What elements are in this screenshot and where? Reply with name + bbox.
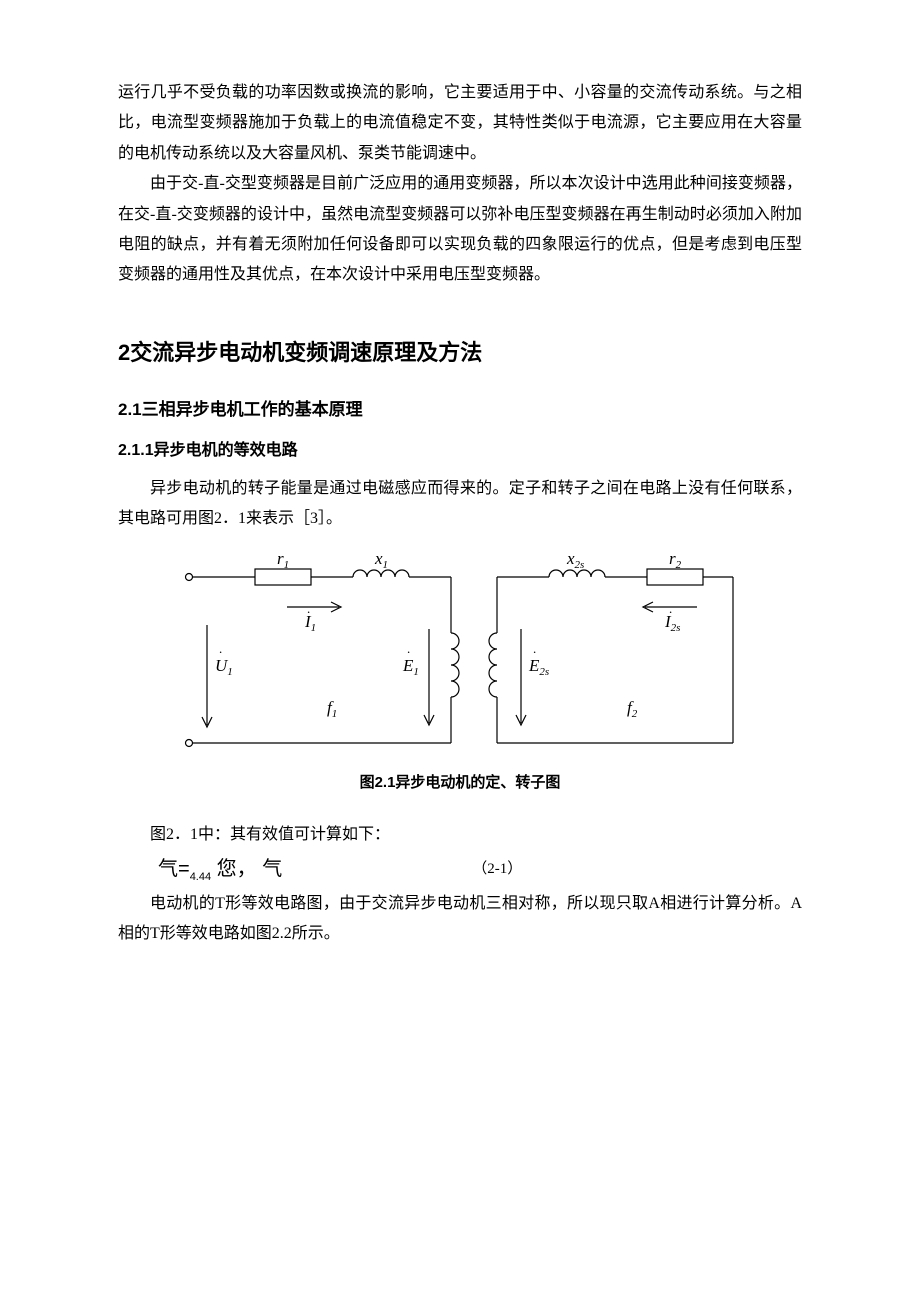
svg-text:f2: f2 xyxy=(627,698,638,720)
svg-text:U1: U1 xyxy=(215,656,233,678)
paragraph-3: 异步电动机的转子能量是通过电磁感应而得来的。定子和转子之间在电路上没有任何联系，… xyxy=(118,474,802,535)
eq-lhs: 气 xyxy=(158,858,178,880)
heading-level1: 2交流异步电动机变频调速原理及方法 xyxy=(118,335,802,367)
svg-text:.: . xyxy=(407,641,410,656)
equation-2-1: 气=4.44 您， 气 （2-1） xyxy=(118,852,802,883)
figure-caption: 图2.1异步电动机的定、转子图 xyxy=(118,771,802,792)
eq-mid: 您， xyxy=(217,858,257,880)
svg-text:.: . xyxy=(219,641,222,656)
svg-text:E1: E1 xyxy=(402,656,419,678)
svg-text:I1: I1 xyxy=(304,612,316,634)
svg-text:x2s: x2s xyxy=(566,555,584,571)
svg-text:x1: x1 xyxy=(374,555,388,571)
paragraph-4: 图2．1中：其有效值可计算如下： xyxy=(118,820,802,850)
figure-2-1: r1 x1 . I1 . U1 . E1 f1 x2s r2 . xyxy=(118,555,802,761)
eq-sign: = xyxy=(178,858,190,880)
paragraph-1: 运行几乎不受负载的功率因数或换流的影响，它主要适用于中、小容量的交流传动系统。与… xyxy=(118,78,802,169)
paragraph-2: 由于交-直-交型变频器是目前广泛应用的通用变频器，所以本次设计中选用此种间接变频… xyxy=(118,169,802,291)
circuit-diagram: r1 x1 . I1 . U1 . E1 f1 x2s r2 . xyxy=(177,555,743,761)
heading-level2: 2.1三相异步电机工作的基本原理 xyxy=(118,395,802,420)
svg-text:f1: f1 xyxy=(327,698,337,720)
svg-text:.: . xyxy=(533,641,536,656)
eq-coef: 4.44 xyxy=(190,871,211,883)
eq-rhs: 气 xyxy=(262,858,282,880)
svg-text:E2s: E2s xyxy=(528,656,549,678)
paragraph-5: 电动机的T形等效电路图，由于交流异步电动机三相对称，所以现只取A相进行计算分析。… xyxy=(118,889,802,950)
document-page: 运行几乎不受负载的功率因数或换流的影响，它主要适用于中、小容量的交流传动系统。与… xyxy=(0,0,920,1010)
equation-body: 气=4.44 您， 气 xyxy=(158,852,282,883)
equation-number: （2-1） xyxy=(472,857,522,878)
heading-level3: 2.1.1异步电机的等效电路 xyxy=(118,436,802,460)
